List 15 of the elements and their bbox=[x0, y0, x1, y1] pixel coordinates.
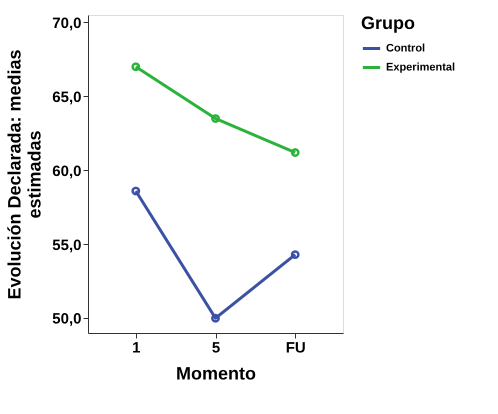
point bbox=[211, 314, 220, 323]
y-axis-title: Evolución Declarada: medias estimadas bbox=[4, 49, 44, 300]
x-axis-title: Momento bbox=[176, 364, 256, 384]
y-tick-label: 55,0 bbox=[52, 236, 82, 254]
legend-label: Experimental bbox=[386, 62, 456, 74]
x-tick-label: 1 bbox=[132, 340, 140, 356]
y-tick-label: 50,0 bbox=[52, 310, 82, 328]
y-tick-label: 70,0 bbox=[52, 14, 82, 32]
legend-title: Grupo bbox=[361, 13, 415, 33]
legend-label: Control bbox=[386, 42, 426, 54]
point bbox=[211, 114, 220, 123]
y-tick-label: 65,0 bbox=[52, 88, 82, 106]
x-tick-label: 5 bbox=[212, 340, 220, 356]
y-tick-label: 60,0 bbox=[52, 162, 82, 180]
x-tick-label: FU bbox=[286, 340, 306, 356]
